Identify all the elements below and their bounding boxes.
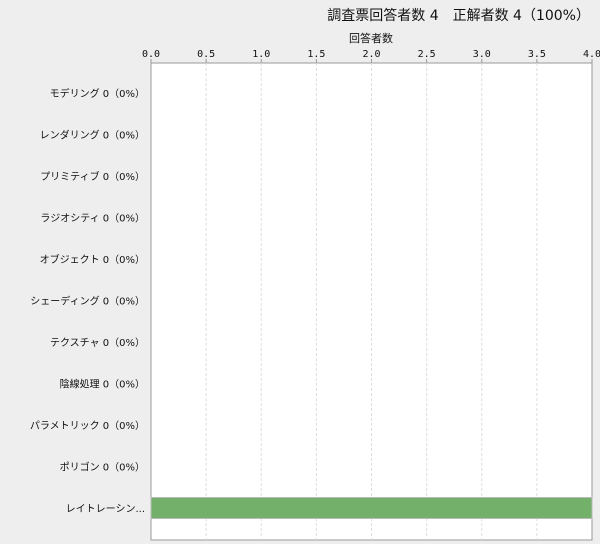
category-label: モデリング 0（0%） bbox=[50, 87, 145, 100]
x-tick-label: 2.0 bbox=[362, 49, 380, 60]
x-tick-label: 1.5 bbox=[307, 49, 325, 60]
category-label: ポリゴン 0（0%） bbox=[60, 461, 145, 474]
x-tick-label: 3.5 bbox=[528, 49, 546, 60]
x-tick-label: 2.5 bbox=[418, 49, 436, 60]
x-tick-label: 0.0 bbox=[142, 49, 160, 60]
category-label: シェーディング 0（0%） bbox=[30, 295, 145, 308]
category-label: テクスチャ 0（0%） bbox=[50, 337, 145, 349]
x-tick-label: 0.5 bbox=[197, 49, 215, 60]
x-tick-label: 1.0 bbox=[252, 49, 270, 60]
category-label: オブジェクト 0（0%） bbox=[40, 253, 145, 266]
category-label: レンダリング 0（0%） bbox=[40, 129, 145, 142]
bar bbox=[150, 497, 593, 519]
x-tick-label: 3.0 bbox=[473, 49, 491, 60]
chart-title: 調査票回答者数 4 正解者数 4（100%） bbox=[327, 7, 590, 24]
category-label: ラジオシティ 0（0%） bbox=[40, 213, 145, 225]
category-label: プリミティブ 0（0%） bbox=[40, 170, 145, 183]
category-label: レイトレーシン... bbox=[66, 504, 145, 515]
x-axis-label: 回答者数 bbox=[349, 31, 393, 45]
x-tick-label: 4.0 bbox=[583, 49, 600, 60]
category-label: パラメトリック 0（0%） bbox=[30, 420, 145, 432]
category-label: 陰線処理 0（0%） bbox=[60, 378, 145, 391]
